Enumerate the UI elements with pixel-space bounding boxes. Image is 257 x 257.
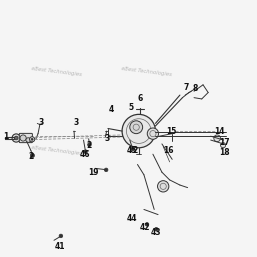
Circle shape <box>158 181 169 192</box>
Text: 43: 43 <box>150 228 161 237</box>
Text: 6: 6 <box>137 94 143 104</box>
Text: 16: 16 <box>163 146 173 155</box>
Circle shape <box>31 138 33 140</box>
Text: 8: 8 <box>193 84 198 93</box>
Circle shape <box>145 223 149 226</box>
Circle shape <box>30 137 35 142</box>
Circle shape <box>221 143 226 148</box>
Text: 3: 3 <box>104 134 109 143</box>
FancyBboxPatch shape <box>19 133 32 143</box>
Text: 4: 4 <box>109 105 114 114</box>
Text: eBest Technologies: eBest Technologies <box>121 66 172 78</box>
Circle shape <box>130 121 143 134</box>
Text: 41: 41 <box>55 242 66 251</box>
Text: 18: 18 <box>219 148 230 158</box>
Text: 1: 1 <box>3 132 8 141</box>
Text: 7: 7 <box>184 83 189 92</box>
Circle shape <box>20 135 26 141</box>
Text: 17: 17 <box>219 138 230 147</box>
Text: 2: 2 <box>28 152 33 161</box>
Text: eBest Technologies: eBest Technologies <box>31 145 82 156</box>
Text: eBest Technologies: eBest Technologies <box>31 66 82 78</box>
Circle shape <box>26 138 31 142</box>
Circle shape <box>147 128 159 139</box>
Text: 19: 19 <box>89 168 99 177</box>
Text: 15: 15 <box>166 126 176 136</box>
Text: 2: 2 <box>86 141 91 150</box>
Text: 44: 44 <box>127 214 137 223</box>
Circle shape <box>122 114 155 148</box>
Text: 46: 46 <box>80 150 90 159</box>
Circle shape <box>154 227 158 231</box>
Text: 45: 45 <box>127 146 137 155</box>
Circle shape <box>14 136 18 140</box>
Text: 2: 2 <box>132 146 137 155</box>
Text: 5: 5 <box>128 103 134 113</box>
Circle shape <box>104 168 108 172</box>
Circle shape <box>214 135 221 142</box>
Text: 14: 14 <box>215 126 225 136</box>
Circle shape <box>12 134 20 142</box>
Text: 3: 3 <box>39 117 44 127</box>
Circle shape <box>30 153 34 158</box>
Text: 3: 3 <box>73 117 78 127</box>
Text: 42: 42 <box>140 223 150 232</box>
Circle shape <box>131 147 134 151</box>
Circle shape <box>84 150 87 153</box>
Circle shape <box>88 143 91 146</box>
Circle shape <box>59 234 63 238</box>
